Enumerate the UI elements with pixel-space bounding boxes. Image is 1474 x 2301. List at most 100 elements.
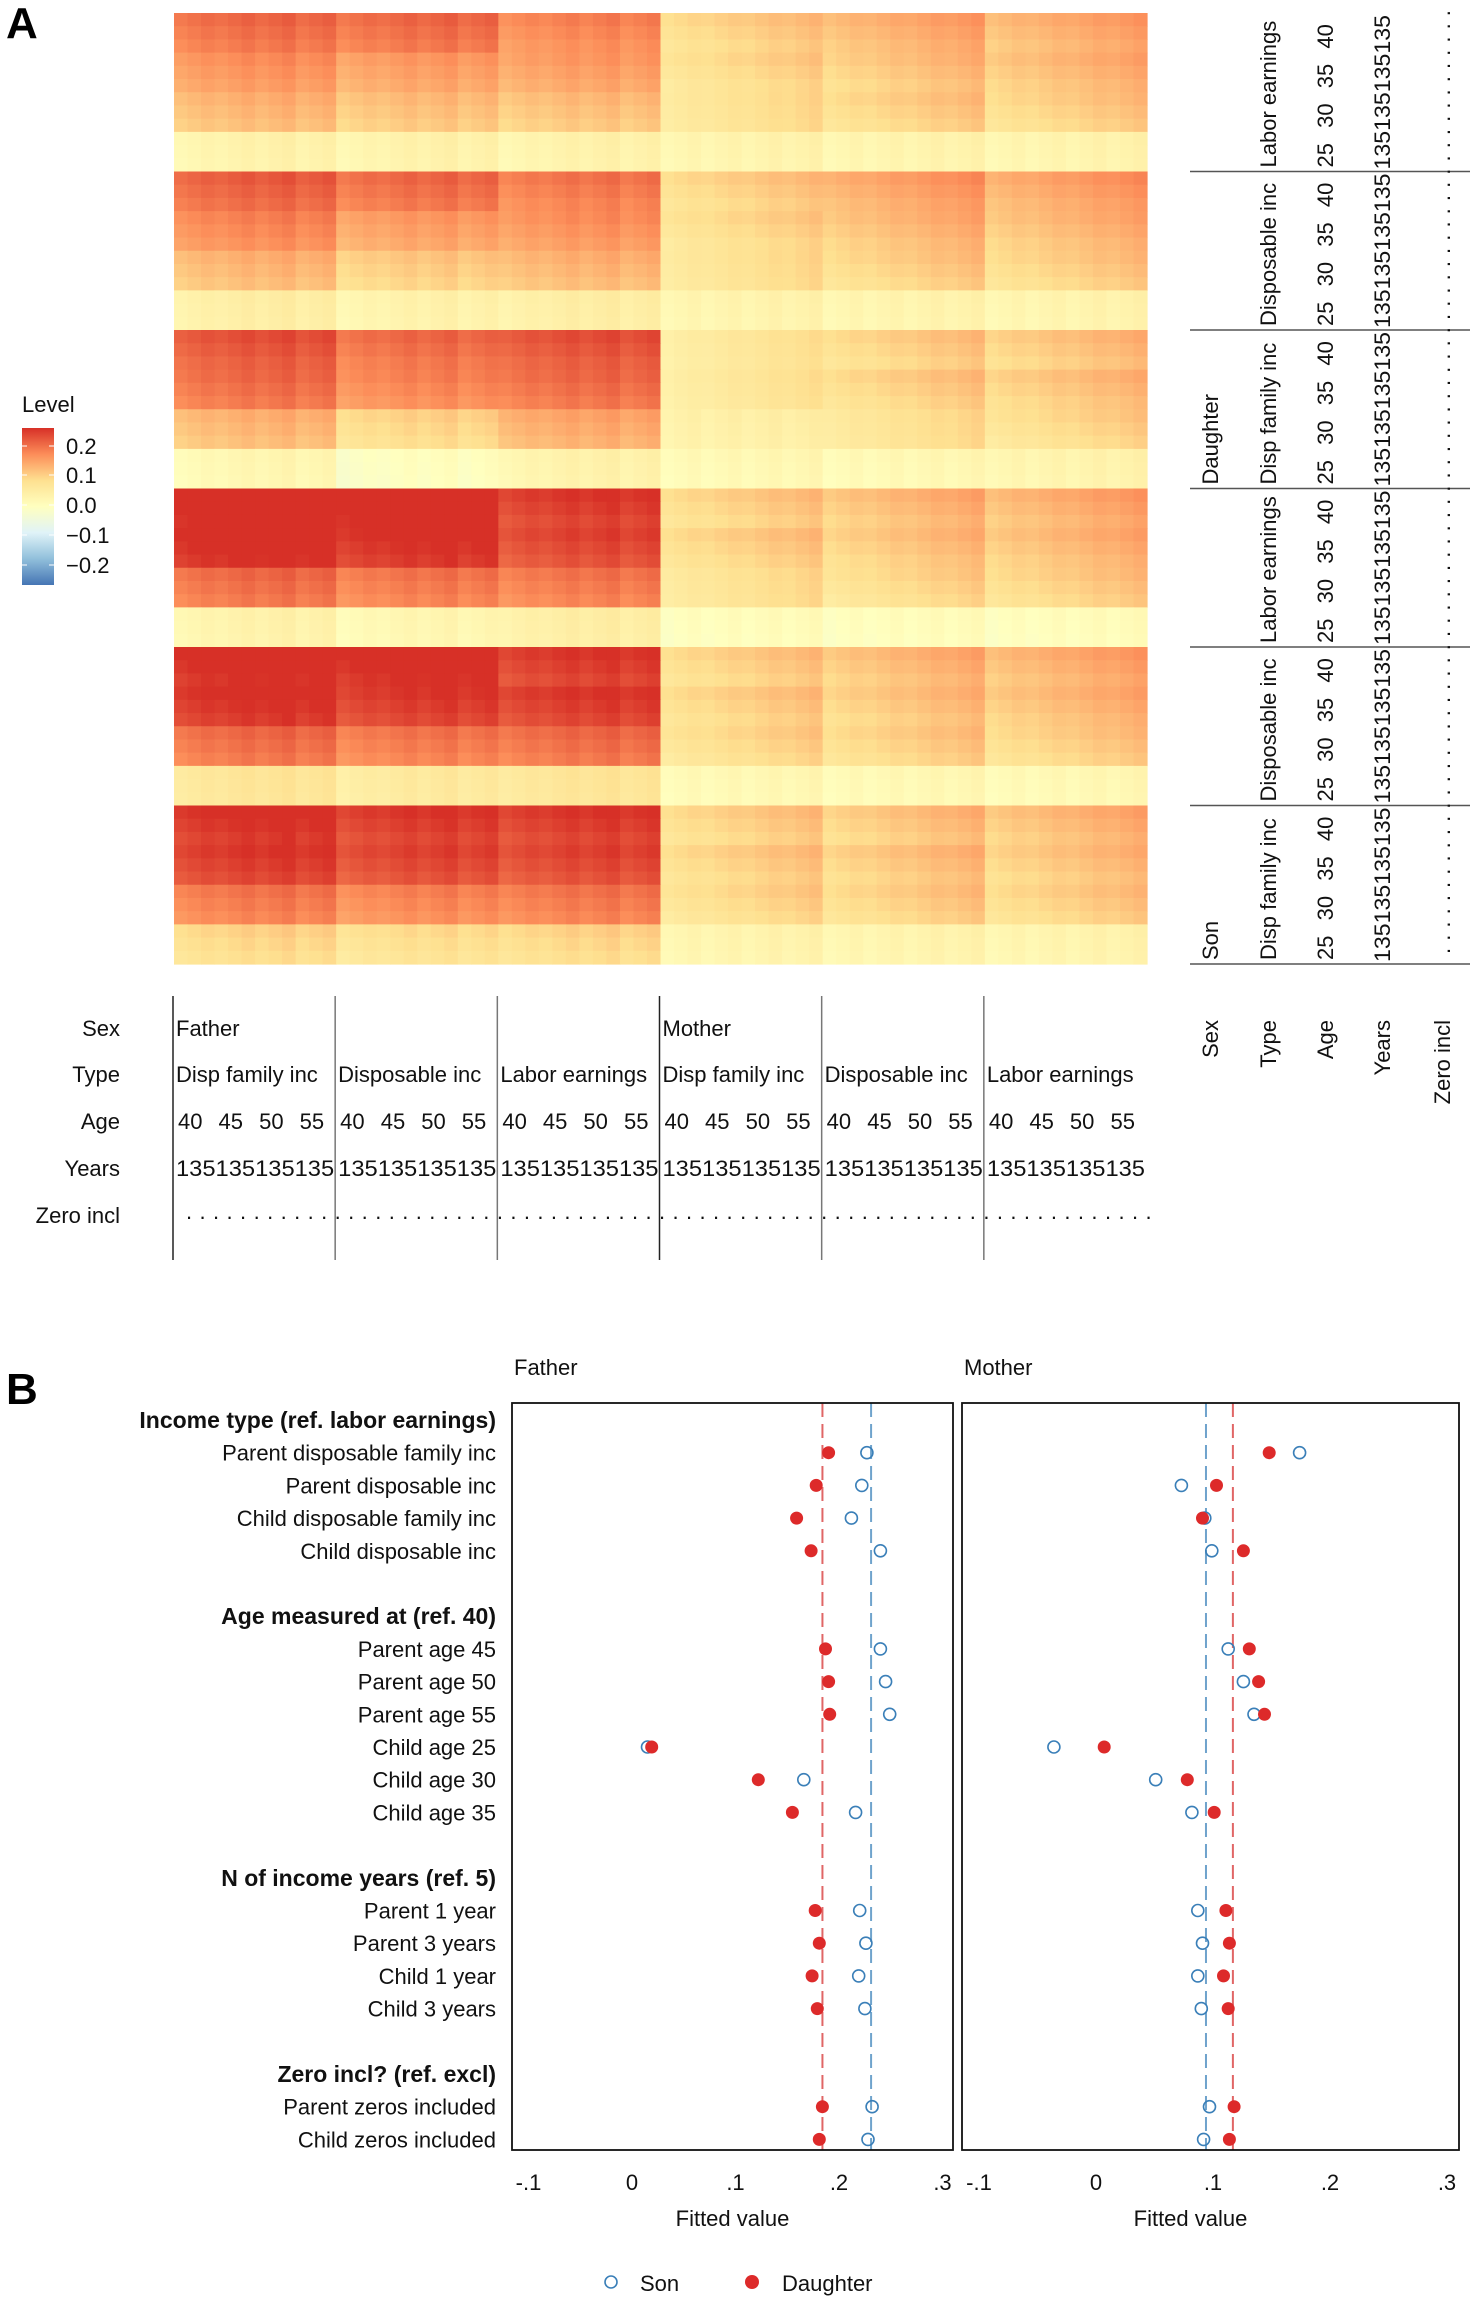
heatmap-cell	[957, 765, 972, 780]
heatmap-cell	[1106, 396, 1121, 410]
heatmap-cell	[903, 356, 918, 371]
heatmap-cell	[782, 858, 797, 873]
heatmap-cell	[552, 396, 567, 410]
heatmap-cell	[890, 79, 905, 93]
heatmap-cell	[444, 396, 459, 410]
heatmap-cell	[660, 131, 675, 146]
heatmap-cell	[538, 39, 553, 54]
heatmap-cell	[646, 369, 662, 384]
heatmap-cell	[336, 52, 351, 67]
heatmap-cell	[633, 475, 648, 490]
heatmap-cell	[1106, 594, 1121, 608]
heatmap-cell	[444, 541, 459, 556]
heatmap-cell	[822, 422, 837, 437]
heatmap-cell	[998, 660, 1013, 675]
heatmap-cell	[863, 752, 878, 767]
heatmap-cell	[1052, 726, 1067, 741]
heatmap-cell	[728, 290, 743, 305]
heatmap-cell	[579, 607, 594, 622]
heatmap-cell	[498, 184, 513, 199]
heatmap-cell	[228, 792, 243, 807]
heatmap-cell	[187, 409, 202, 424]
heatmap-cell	[1038, 501, 1053, 516]
heatmap-cell	[957, 171, 972, 186]
heatmap-cell	[1079, 647, 1094, 661]
heatmap-cell	[957, 422, 972, 437]
heatmap-cell	[201, 448, 216, 463]
heatmap-cell	[214, 356, 229, 371]
heatmap-cell	[228, 752, 243, 767]
heatmap-cell	[876, 858, 891, 873]
heatmap-cell	[876, 607, 891, 622]
heatmap-cell	[998, 739, 1013, 754]
heatmap-cell	[457, 435, 472, 450]
heatmap-cell	[1038, 871, 1053, 886]
heatmap-cell	[241, 845, 256, 859]
heatmap-cell	[376, 580, 391, 595]
heatmap-cell	[349, 488, 364, 503]
heatmap-cell	[998, 52, 1013, 67]
heatmap-cell	[417, 858, 432, 873]
heatmap-cell	[282, 316, 297, 331]
heatmap-cell	[282, 818, 297, 833]
heatmap-cell	[971, 145, 986, 159]
heatmap-cell	[660, 13, 675, 27]
heatmap-cell	[579, 884, 594, 899]
heatmap-cell	[809, 673, 824, 688]
heatmap-cell	[984, 554, 999, 569]
heatmap-cell	[565, 237, 581, 252]
heatmap-cell	[1038, 290, 1053, 305]
heatmap-cell	[768, 409, 783, 424]
heatmap-cell	[1011, 26, 1026, 41]
heatmap-cell	[565, 580, 581, 595]
heatmap-cell	[1052, 686, 1067, 701]
heatmap-cell	[552, 831, 567, 846]
heatmap-cell	[1038, 726, 1053, 741]
heatmap-cell	[322, 131, 337, 146]
heatmap-cell	[255, 818, 270, 833]
heatmap-cell	[579, 13, 594, 27]
heatmap-cell	[998, 145, 1013, 159]
heatmap-cell	[187, 263, 202, 278]
heatmap-cell	[1038, 263, 1053, 278]
heatmap-cell	[322, 779, 337, 793]
heatmap-cell	[782, 528, 797, 542]
heatmap-cell	[863, 118, 878, 133]
heatmap-cell	[903, 79, 918, 93]
heatmap-cell	[1092, 911, 1108, 925]
heatmap-cell	[1106, 541, 1121, 556]
heatmap-cell	[728, 448, 743, 463]
heatmap-cell	[755, 805, 770, 820]
heatmap-cell	[917, 237, 932, 252]
heatmap-cell	[1092, 779, 1108, 793]
heatmap-cell	[687, 422, 702, 437]
heatmap-cell	[201, 145, 216, 159]
heatmap-cell	[214, 686, 229, 701]
heatmap-cell	[903, 501, 918, 516]
heatmap-cell	[903, 131, 918, 146]
heatmap-cell	[565, 871, 581, 886]
heatmap-cell	[511, 607, 526, 622]
heatmap-cell	[228, 501, 243, 516]
heatmap-cell	[255, 514, 270, 529]
heatmap-cell	[1052, 396, 1067, 410]
heatmap-cell	[268, 660, 283, 675]
heatmap-cell	[1079, 224, 1094, 239]
heatmap-cell	[890, 739, 905, 754]
heatmap-cell	[1011, 52, 1026, 67]
heatmap-cell	[687, 263, 702, 278]
heatmap-cell	[1133, 765, 1148, 780]
heatmap-cell	[849, 290, 864, 305]
heatmap-cell	[1025, 554, 1040, 569]
heatmap-cell	[1011, 330, 1026, 344]
heatmap-cell	[295, 792, 310, 807]
heatmap-cell	[714, 594, 729, 608]
heatmap-cell	[606, 277, 621, 291]
panel-b-letter: B	[6, 1365, 38, 1414]
heatmap-cell	[903, 211, 918, 225]
heatmap-cell	[674, 567, 689, 582]
heatmap-cell	[187, 501, 202, 516]
heatmap-cell	[755, 462, 770, 476]
heatmap-cell	[498, 620, 513, 635]
heatmap-cell	[1038, 514, 1053, 529]
